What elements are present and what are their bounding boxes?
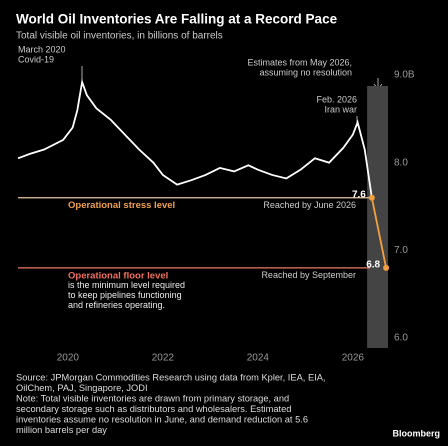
y-tick-label: 8.0 bbox=[394, 157, 408, 168]
reference-description: is the minimum level required bbox=[68, 280, 185, 290]
source-note: inventories assume no resolution in June… bbox=[16, 414, 308, 424]
source-note: secondary storage such as distributors a… bbox=[16, 404, 291, 414]
x-tick-label: 2024 bbox=[247, 353, 270, 364]
x-tick-label: 2026 bbox=[342, 353, 365, 364]
estimate-point bbox=[368, 194, 375, 201]
x-tick-label: 2020 bbox=[57, 353, 80, 364]
source-note: Note: Total visible inventories are draw… bbox=[16, 393, 289, 403]
value-label: 7.6 bbox=[352, 189, 366, 200]
source-note: Source: JPMorgan Commodities Research us… bbox=[16, 372, 326, 382]
reference-description: to keep pipelines functioning bbox=[68, 290, 182, 300]
value-label: 6.8 bbox=[366, 260, 380, 271]
source-note: million barrels per day bbox=[16, 425, 107, 435]
y-tick-label: 9.0B bbox=[394, 70, 415, 81]
annotation: Covid-19 bbox=[18, 54, 54, 64]
y-tick-label: 7.0 bbox=[394, 245, 408, 256]
reference-label: Operational stress level bbox=[68, 200, 175, 211]
estimate-point bbox=[383, 264, 390, 271]
annotation: Feb. 2026 bbox=[316, 94, 357, 104]
reference-description: and refineries operating. bbox=[68, 300, 165, 310]
series-line bbox=[370, 197, 387, 269]
x-tick-label: 2022 bbox=[152, 353, 175, 364]
reference-note: Reached by June 2026 bbox=[263, 200, 356, 210]
chart-title: World Oil Inventories Are Falling at a R… bbox=[16, 12, 338, 27]
source-note: OilChem, PAJ, Singapore, JODI bbox=[16, 383, 148, 393]
reference-label: Operational floor level bbox=[68, 270, 168, 281]
series-line bbox=[17, 78, 373, 198]
chart-subtitle: Total visible oil inventories, in billio… bbox=[16, 31, 223, 42]
annotation: Iran war bbox=[324, 104, 357, 114]
y-tick-label: 6.0 bbox=[394, 333, 408, 344]
annotation: Estimates from May 2026, bbox=[247, 57, 352, 67]
estimate-shade bbox=[367, 86, 388, 348]
brand: Bloomberg bbox=[392, 428, 440, 438]
annotation: March 2020 bbox=[18, 44, 66, 54]
reference-note: Reached by September bbox=[261, 270, 356, 280]
annotation: assuming no resolution bbox=[259, 67, 352, 77]
